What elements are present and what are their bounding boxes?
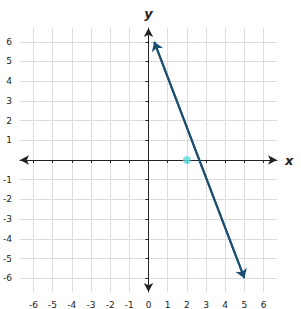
svg-text:y: y: [144, 6, 153, 21]
svg-text:-2: -2: [3, 194, 12, 204]
svg-text:-2: -2: [106, 300, 115, 309]
svg-text:-3: -3: [3, 214, 12, 224]
svg-text:3: 3: [6, 96, 12, 106]
svg-text:4: 4: [6, 76, 12, 86]
svg-text:-6: -6: [3, 273, 12, 283]
svg-text:x: x: [284, 153, 294, 168]
svg-text:6: 6: [261, 300, 267, 309]
svg-text:5: 5: [242, 300, 248, 309]
svg-text:-5: -5: [48, 300, 57, 309]
svg-text:-4: -4: [3, 234, 12, 244]
svg-text:6: 6: [6, 37, 12, 47]
svg-text:2: 2: [184, 300, 190, 309]
svg-text:5: 5: [6, 56, 12, 66]
svg-text:3: 3: [203, 300, 209, 309]
svg-text:-6: -6: [29, 300, 38, 309]
svg-text:1: 1: [6, 135, 12, 145]
svg-text:4: 4: [222, 300, 228, 309]
svg-text:-1: -1: [125, 300, 134, 309]
svg-text:-5: -5: [3, 254, 12, 264]
svg-text:2: 2: [6, 116, 12, 126]
svg-text:1: 1: [165, 300, 171, 309]
svg-text:-4: -4: [67, 300, 76, 309]
svg-text:-1: -1: [3, 175, 12, 185]
svg-text:0: 0: [146, 300, 152, 309]
svg-text:-3: -3: [86, 300, 95, 309]
